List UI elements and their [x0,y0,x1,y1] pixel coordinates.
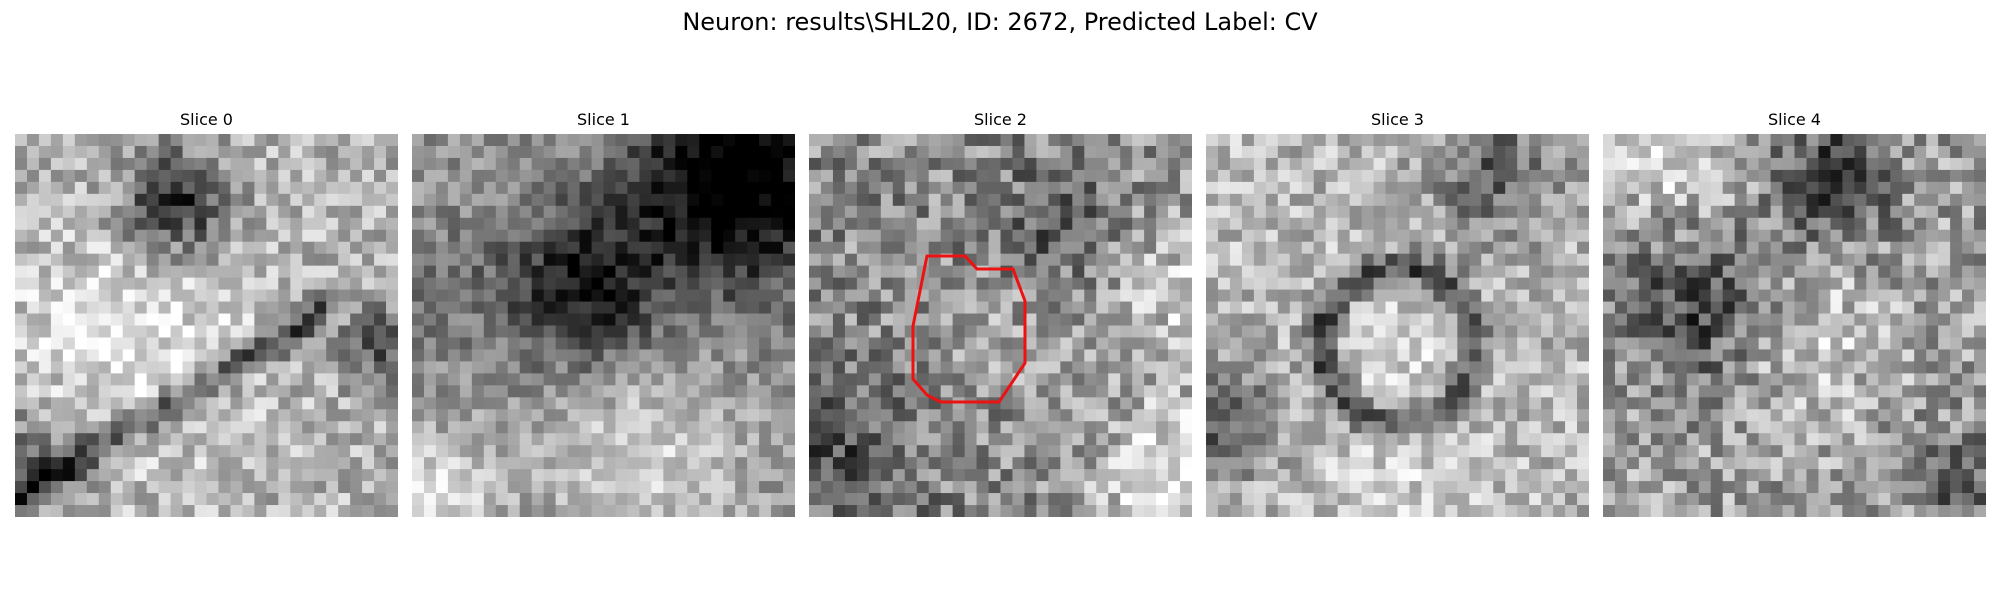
slice-title-2: Slice 2 [974,110,1027,129]
slice-title-0: Slice 0 [180,110,233,129]
slice-title-4: Slice 4 [1768,110,1821,129]
slice-image-1 [412,134,795,517]
slice-image-2 [809,134,1192,517]
slice-title-1: Slice 1 [577,110,630,129]
slice-title-3: Slice 3 [1371,110,1424,129]
segmentation-contour [911,254,1027,404]
slice-image-3 [1206,134,1589,517]
slice-image-4 [1603,134,1986,517]
slice-image-0 [15,134,398,517]
figure-title: Neuron: results\SHL20, ID: 2672, Predict… [682,8,1318,36]
